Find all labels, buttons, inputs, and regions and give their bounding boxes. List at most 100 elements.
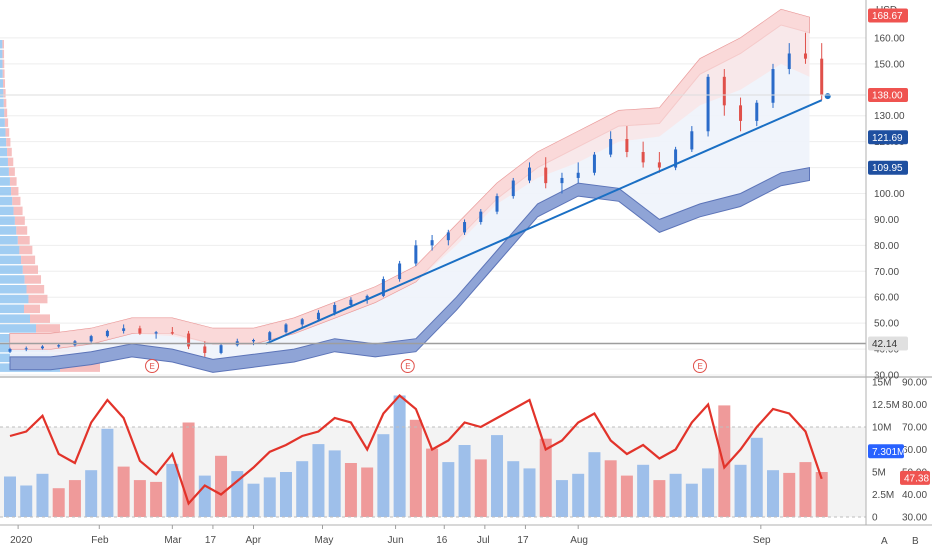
volume-profile-bar	[14, 216, 25, 225]
volume-profile-bar	[16, 226, 28, 235]
volume-profile-bar	[0, 118, 5, 127]
candle-body	[333, 304, 337, 313]
earnings-marker[interactable]	[400, 359, 415, 373]
volume-bar	[377, 434, 390, 517]
price-tick-label: 30.00	[874, 371, 899, 382]
candle-body	[544, 167, 548, 184]
volume-profile-bar	[0, 49, 3, 59]
volume-bar	[507, 461, 520, 517]
candle-body	[771, 69, 775, 103]
volume-profile-bar	[3, 98, 7, 108]
volume-bar	[669, 473, 682, 517]
price-tag	[868, 130, 908, 145]
candle-body	[592, 154, 596, 173]
volume-profile-bar	[0, 226, 17, 235]
volume-bar	[117, 466, 130, 517]
lower-band	[9, 167, 810, 373]
candle-body	[787, 53, 791, 70]
volume-bar	[620, 475, 633, 517]
rsi-tick-label: 60.00	[902, 445, 927, 456]
candle-body	[430, 240, 434, 246]
volume-tick-label: 15M	[872, 378, 891, 389]
volume-bar	[263, 477, 276, 517]
volume-tick-label: 5M	[872, 468, 886, 479]
auto-scale-button[interactable]	[872, 532, 898, 548]
log-scale-button[interactable]	[900, 532, 926, 548]
volume-bar	[426, 448, 439, 517]
volume-profile-bar	[0, 294, 29, 304]
price-tag-label: 121.69	[872, 133, 903, 144]
volume-tick-label: 12.5M	[872, 400, 900, 411]
volume-bar	[653, 480, 666, 517]
trendline[interactable]	[265, 99, 823, 345]
volume-bar	[312, 444, 325, 517]
volume-bar	[409, 419, 422, 517]
volume-bar	[799, 462, 812, 517]
candle-body	[511, 180, 515, 197]
volume-bar	[150, 481, 163, 517]
price-tick-label: 50.00	[874, 319, 899, 330]
volume-profile-bar	[0, 216, 15, 225]
rsi-tick-label: 80.00	[902, 400, 927, 411]
volume-bar	[491, 435, 504, 517]
volume-profile-bar	[2, 69, 5, 78]
volume-profile-bar	[7, 157, 14, 167]
volume-bar	[85, 470, 98, 517]
volume-profile-bar	[0, 245, 20, 255]
rsi-tick-label: 90.00	[902, 378, 927, 389]
volume-profile-bar	[0, 285, 27, 294]
candle-body	[252, 339, 256, 342]
candle-body	[154, 332, 158, 334]
volume-profile-bar	[0, 138, 7, 147]
price-tag-label: 47.38	[904, 473, 929, 484]
volume-bar	[750, 437, 763, 517]
time-tick-label: May	[315, 535, 334, 546]
volume-bar	[393, 395, 406, 517]
time-axis[interactable]: 2020 Feb Mar 17 Apr May Jun 16 Jul 17 Aug Sep	[10, 525, 771, 546]
candle-body	[576, 172, 580, 178]
price-tags: 168.67 138.00 121.69 109.95 42.14 7.301M 47.38	[868, 8, 930, 485]
volume-profile-bar	[12, 196, 21, 206]
trendline-handle[interactable]	[824, 93, 831, 100]
volume-profile-bar	[17, 236, 30, 245]
volume-profile-bar	[0, 79, 4, 88]
price-tag	[868, 444, 904, 459]
candle-body	[300, 319, 304, 325]
earnings-marker[interactable]	[145, 359, 160, 373]
price-tick-label: 130.00	[874, 111, 905, 122]
time-tick-label: Sep	[753, 535, 771, 546]
candle-body	[755, 102, 759, 121]
time-tick-label: 2020	[10, 535, 33, 546]
volume-profile-bar	[0, 265, 23, 274]
candle-body	[219, 345, 223, 353]
time-tick-label: Apr	[246, 535, 262, 546]
earnings-marker[interactable]	[692, 359, 707, 373]
candle-body	[641, 152, 645, 163]
candle-body	[268, 332, 272, 340]
volume-profile-bar	[0, 187, 12, 196]
volume-bar	[637, 464, 650, 517]
volume-bar	[198, 475, 211, 517]
candle-body	[170, 332, 174, 334]
volume-profile-bar	[0, 128, 6, 137]
candle-body	[187, 333, 191, 347]
time-tick-label: 17	[517, 535, 529, 546]
volume-profile-bar	[4, 108, 8, 118]
price-tick-label: 60.00	[874, 293, 899, 304]
price-tag	[868, 160, 908, 175]
volume-tick-label: 10M	[872, 423, 891, 434]
price-tag-label: 42.14	[872, 339, 897, 350]
volume-profile-bar	[24, 275, 42, 284]
volume-profile-bar	[4, 118, 9, 127]
candle-body	[8, 349, 12, 352]
candle-body	[316, 312, 320, 320]
volume-tick-label: 2.5M	[872, 490, 894, 501]
candle-body	[479, 211, 483, 223]
volume-profile-bar	[19, 245, 33, 255]
price-tag-label: 109.95	[872, 163, 903, 174]
price-tick-label: 70.00	[874, 267, 899, 278]
volume-profile-bar	[0, 236, 18, 245]
price-tag	[868, 336, 908, 351]
